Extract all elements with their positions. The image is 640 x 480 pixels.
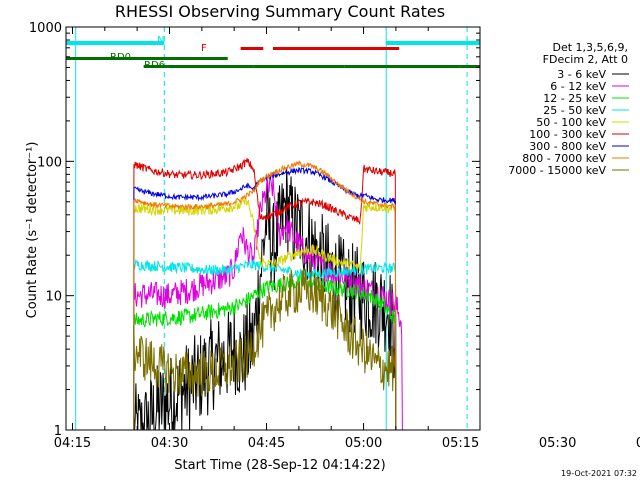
status-bar-segment-rd6-1 <box>253 65 345 68</box>
series-curve-2 <box>133 274 397 431</box>
legend-header-line2: FDecim 2, Att 0 <box>543 53 628 66</box>
generation-timestamp: 19-Oct-2021 07:32 <box>561 469 637 478</box>
y-axis-label: Count Rate (s⁻¹ detector⁻¹) <box>25 142 40 319</box>
legend-label-7: 800 - 7000 keV <box>522 152 606 165</box>
series-curve-5 <box>133 158 397 431</box>
legend-label-3: 25 - 50 keV <box>543 104 606 117</box>
series-curve-7 <box>133 160 397 431</box>
legend: Det 1,3,5,6,9, FDecim 2, Att 0 3 - 6 keV… <box>508 41 629 177</box>
status-bar-label-f: F <box>201 43 207 54</box>
legend-label-4: 50 - 100 keV <box>536 116 606 129</box>
x-tick-label: 04:15 <box>54 436 91 451</box>
count-rate-curves <box>133 158 403 431</box>
legend-label-2: 12 - 25 keV <box>543 92 606 105</box>
x-axis-label: Start Time (28-Sep-12 04:14:22) <box>174 458 385 473</box>
series-curve-8 <box>133 268 397 431</box>
status-bars: N F RD0 RD6 <box>66 35 480 71</box>
y-tick-label: 100 <box>37 155 62 170</box>
legend-label-1: 6 - 12 keV <box>550 80 606 93</box>
series-curve-1 <box>133 173 403 431</box>
status-bar-segment-rd0-0 <box>66 57 228 60</box>
plot-frame <box>65 26 481 431</box>
status-bar-label-rd6: RD6 <box>144 60 165 71</box>
series-curve-4 <box>133 196 397 431</box>
y-tick-label: 1000 <box>29 21 62 36</box>
chart-title: RHESSI Observing Summary Count Rates <box>115 2 445 21</box>
x-tick-label: 04:30 <box>151 436 188 451</box>
legend-label-5: 100 - 300 keV <box>529 128 606 141</box>
x-tick-label: 04:45 <box>248 436 285 451</box>
legend-label-6: 300 - 800 keV <box>529 140 606 153</box>
status-bar-segment-n-1 <box>386 41 480 45</box>
status-bar-label-rd0: RD0 <box>110 52 131 63</box>
x-tick-label: 05:30 <box>539 436 576 451</box>
legend-label-0: 3 - 6 keV <box>557 68 606 81</box>
y-tick-label: 10 <box>45 290 62 305</box>
legend-label-8: 7000 - 15000 keV <box>508 164 606 177</box>
status-bar-segment-rd6-0 <box>143 65 254 68</box>
x-tick-label: 05:15 <box>442 436 479 451</box>
status-bar-segment-f-0 <box>240 47 264 50</box>
status-bar-label-n: N <box>157 35 164 46</box>
series-curve-3 <box>133 258 397 431</box>
y-tick-label: 1 <box>54 424 62 439</box>
status-bar-segment-n-0 <box>66 41 165 45</box>
x-tick-label: 05:00 <box>345 436 382 451</box>
status-bar-segment-f-1 <box>273 47 400 50</box>
x-tick-label: 05:45 <box>636 436 640 451</box>
status-bar-segment-rd6-3 <box>460 65 480 68</box>
legend-header-line1: Det 1,3,5,6,9, <box>552 41 628 54</box>
status-bar-segment-rd6-2 <box>344 65 461 68</box>
